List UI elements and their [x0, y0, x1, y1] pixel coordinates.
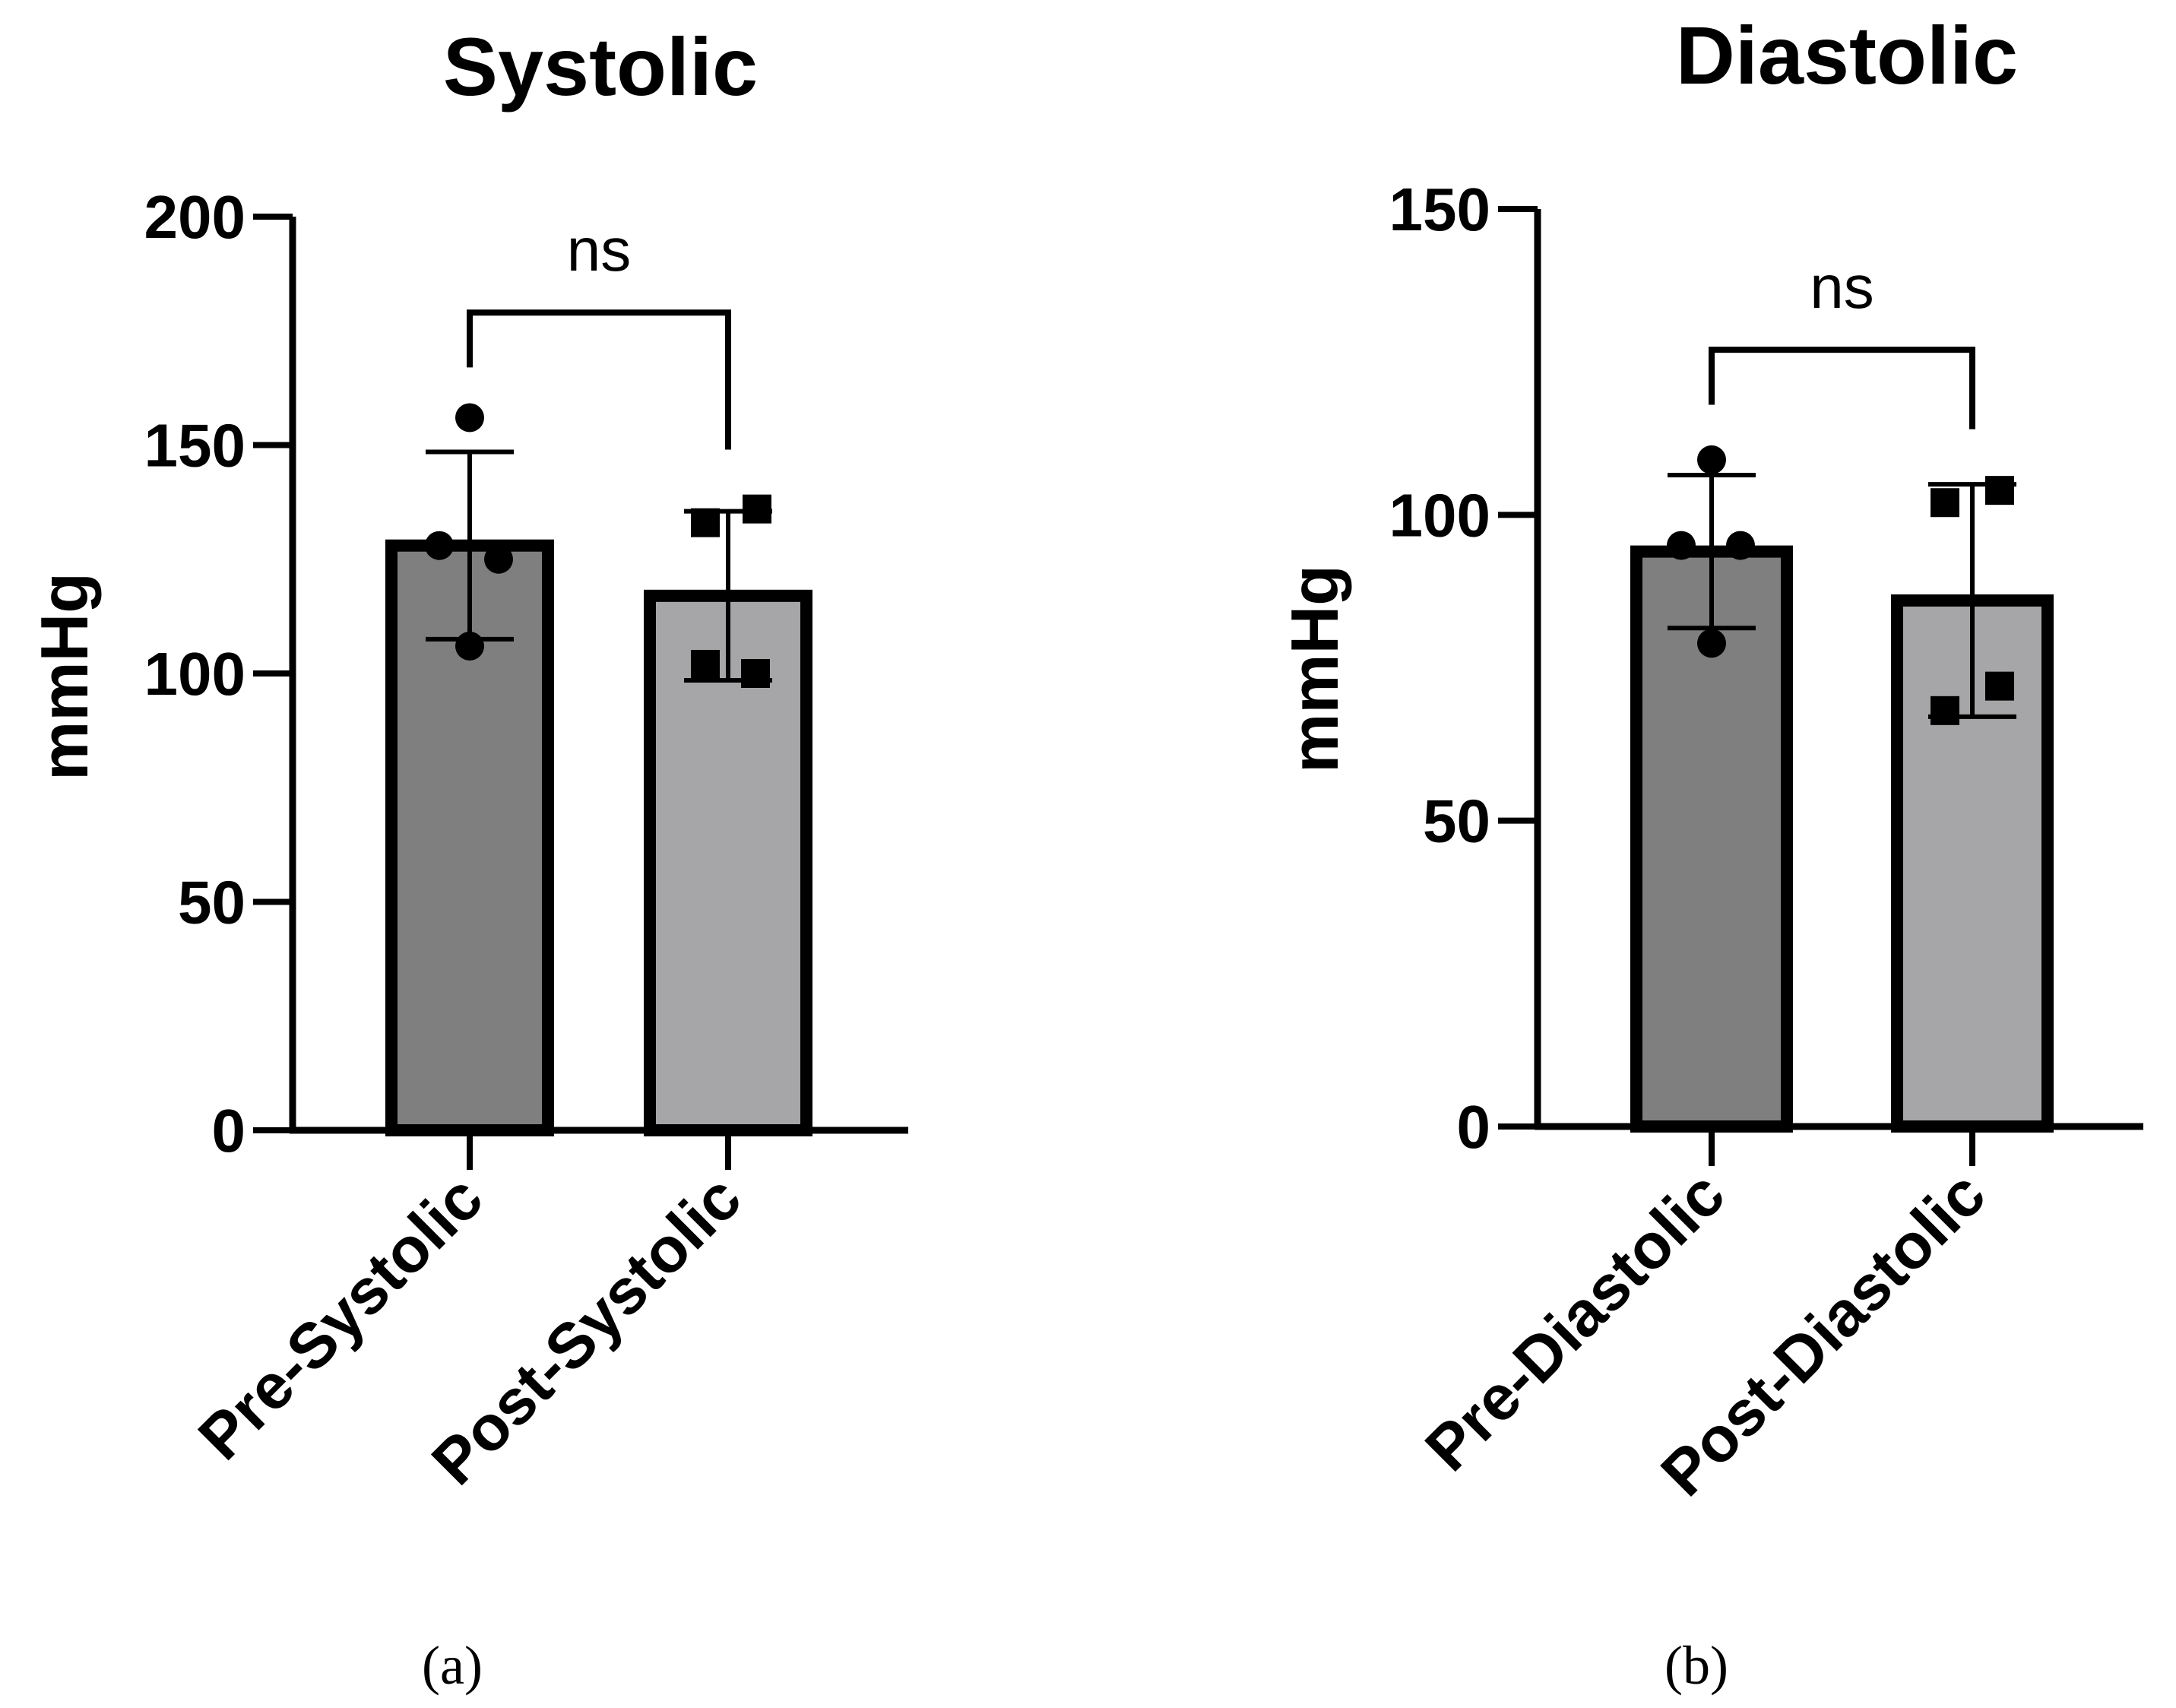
data-point-square	[1931, 488, 1959, 518]
significance-bracket	[467, 309, 731, 450]
data-point-circle	[1697, 629, 1726, 658]
data-point-square	[691, 508, 720, 537]
data-point-circle	[1697, 445, 1726, 474]
y-axis-label: mmHg	[27, 572, 102, 781]
data-point-square	[741, 659, 770, 688]
data-point-circle	[1726, 531, 1755, 560]
significance-label: ns	[1810, 253, 1874, 321]
data-point-circle	[455, 403, 484, 433]
systolic-chart: SystolicmmHg050100150200Pre-SystolicPost…	[27, 21, 908, 1696]
y-tick-label: 150	[144, 412, 245, 480]
y-tick-label: 200	[144, 183, 245, 251]
significance-bracket	[1709, 347, 1975, 429]
y-tick-label: 100	[1389, 481, 1490, 549]
data-point-square	[1985, 476, 2014, 505]
y-tick-label: 100	[144, 640, 245, 708]
panel-label: (b)	[1664, 1635, 1728, 1696]
data-point-square	[1985, 671, 2014, 701]
data-point-square	[1931, 696, 1959, 725]
y-tick-label: 150	[1389, 176, 1490, 243]
data-point-circle	[455, 631, 484, 661]
y-tick-label: 50	[1423, 787, 1490, 855]
data-point-square	[743, 494, 771, 524]
y-axis-label: mmHg	[1277, 565, 1352, 773]
panel-label: (a)	[422, 1635, 483, 1696]
data-point-square	[691, 649, 720, 679]
data-point-circle	[1667, 531, 1696, 560]
y-tick-label: 0	[212, 1097, 246, 1165]
data-point-circle	[484, 544, 513, 574]
chart-title: Diastolic	[1676, 9, 2018, 101]
data-point-circle	[425, 531, 454, 560]
y-tick-label: 0	[1457, 1093, 1491, 1161]
chart-title: Systolic	[443, 21, 758, 112]
significance-label: ns	[567, 216, 632, 284]
y-tick-label: 50	[178, 869, 245, 936]
diastolic-chart: DiastolicmmHg050100150Pre-DiastolicPost-…	[1277, 9, 2143, 1696]
